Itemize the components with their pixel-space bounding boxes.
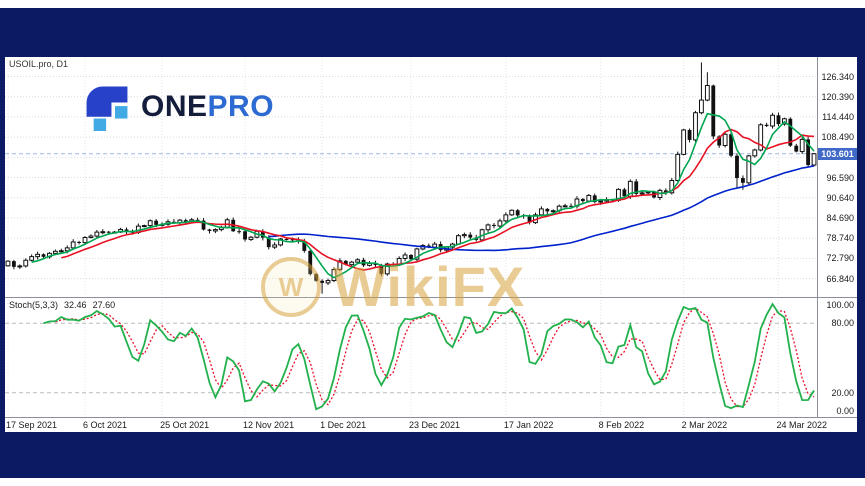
onepro-logo: ONEPRO: [83, 83, 274, 131]
date-axis-label: 1 Dec 2021: [320, 420, 367, 430]
date-axis-label: 24 Mar 2022: [776, 420, 828, 430]
logo-text-one: ONE: [141, 90, 208, 123]
logo-text-pro: PRO: [207, 90, 275, 123]
current-price-badge: 103.601: [818, 147, 857, 160]
date-axis-label: 23 Dec 2021: [409, 420, 461, 430]
date-axis-label: 17 Jan 2022: [503, 420, 554, 430]
stochastic-name: Stoch(5,3,3): [9, 300, 59, 310]
stoch-axis-label: 20.00: [831, 387, 854, 398]
symbol-timeframe-label: USOIL.pro, D1: [9, 59, 69, 69]
price-axis-label: 96.590: [826, 172, 854, 183]
stochastic-label: Stoch(5,3,3) 32.46 27.60: [9, 300, 115, 310]
price-chart-canvas[interactable]: [5, 57, 857, 432]
price-axis-label: 72.790: [826, 253, 854, 264]
date-axis-label: 12 Nov 2021: [243, 420, 295, 430]
price-axis-label: 126.340: [821, 71, 854, 82]
date-axis-label: 8 Feb 2022: [598, 420, 645, 430]
date-axis-label: 25 Oct 2021: [160, 420, 210, 430]
date-axis-label: 6 Oct 2021: [83, 420, 128, 430]
price-axis-label: 120.390: [821, 91, 854, 102]
stoch-axis-label: 0.00: [836, 406, 854, 416]
date-axis-label: 17 Sep 2021: [5, 420, 57, 430]
price-axis-label: 78.740: [826, 233, 854, 244]
stoch-axis-label: 80.00: [831, 318, 854, 329]
price-axis-label: 84.690: [826, 212, 854, 223]
price-axis-label: 66.840: [826, 273, 854, 284]
price-axis-label: 108.490: [821, 132, 854, 143]
price-axis-label: 114.440: [822, 111, 854, 122]
date-axis-label: 2 Mar 2022: [681, 420, 728, 430]
stoch-axis-label: 100.00: [826, 300, 854, 310]
stochastic-d-value: 27.60: [92, 300, 116, 310]
onepro-logo-text: ONEPRO: [141, 92, 274, 122]
price-axis-label: 90.640: [826, 192, 854, 203]
onepro-logo-mark-icon: [86, 86, 128, 131]
stochastic-k-value: 32.46: [64, 300, 87, 310]
chart-panel: USOIL.pro, D1 ONEPRO W WikiFX 103.601 St…: [5, 57, 857, 432]
